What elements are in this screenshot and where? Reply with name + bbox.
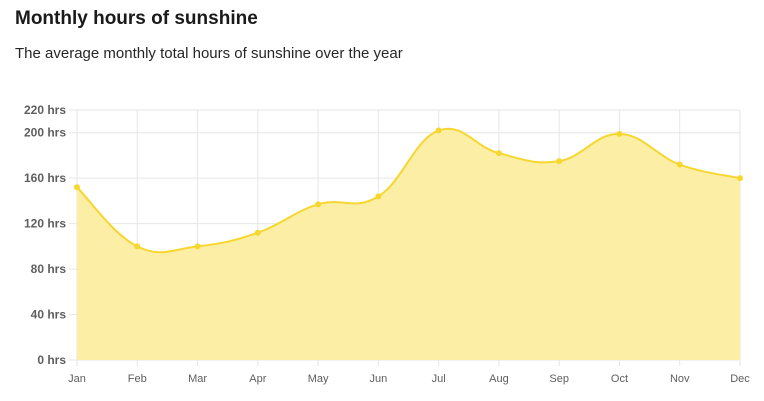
data-point-aug[interactable] [495, 150, 502, 157]
data-point-jun[interactable] [375, 193, 382, 200]
x-tick-label: Jan [68, 373, 86, 385]
data-point-feb[interactable] [134, 243, 141, 250]
x-tick-label: Dec [730, 373, 750, 385]
data-point-dec[interactable] [737, 175, 743, 182]
y-axis: 0 hrs 40 hrs 80 hrs 120 hrs 160 hrs 200 hrs 22… [24, 103, 66, 367]
y-tick-label: 120 hrs [24, 217, 66, 231]
x-axis: Jan Feb Mar Apr May Jun Jul Aug Sep Oct Nov Dec [68, 373, 750, 385]
data-point-oct[interactable] [616, 130, 623, 137]
data-point-jul[interactable] [435, 127, 442, 134]
x-tick-label: Jul [432, 373, 446, 385]
x-tick-label: May [308, 373, 329, 385]
points-layer [74, 127, 743, 250]
chart-subtitle: The average monthly total hours of sunsh… [15, 45, 403, 62]
data-point-nov[interactable] [676, 161, 683, 168]
data-point-mar[interactable] [194, 243, 201, 250]
x-tick-label: Sep [549, 373, 569, 385]
data-point-apr[interactable] [254, 229, 261, 236]
x-tick-label: Apr [249, 373, 266, 385]
y-tick-label: 200 hrs [24, 126, 66, 140]
y-tick-label: 0 hrs [37, 353, 66, 367]
area-fill [77, 128, 740, 360]
y-tick-label: 40 hrs [31, 308, 67, 322]
y-tick-label: 80 hrs [31, 262, 67, 276]
y-tick-label: 220 hrs [24, 103, 66, 117]
x-tick-label: Feb [128, 373, 147, 385]
data-point-sep[interactable] [556, 158, 563, 165]
data-point-may[interactable] [315, 201, 322, 208]
x-tick-label: Mar [188, 373, 207, 385]
data-point-jan[interactable] [74, 184, 80, 191]
y-tick-label: 160 hrs [24, 171, 66, 185]
x-tick-label: Aug [489, 373, 509, 385]
x-tick-label: Nov [670, 373, 690, 385]
x-tick-label: Jun [369, 373, 387, 385]
x-tick-label: Oct [611, 373, 628, 385]
chart-title: Monthly hours of sunshine [15, 8, 258, 29]
area-layer [76, 127, 741, 360]
